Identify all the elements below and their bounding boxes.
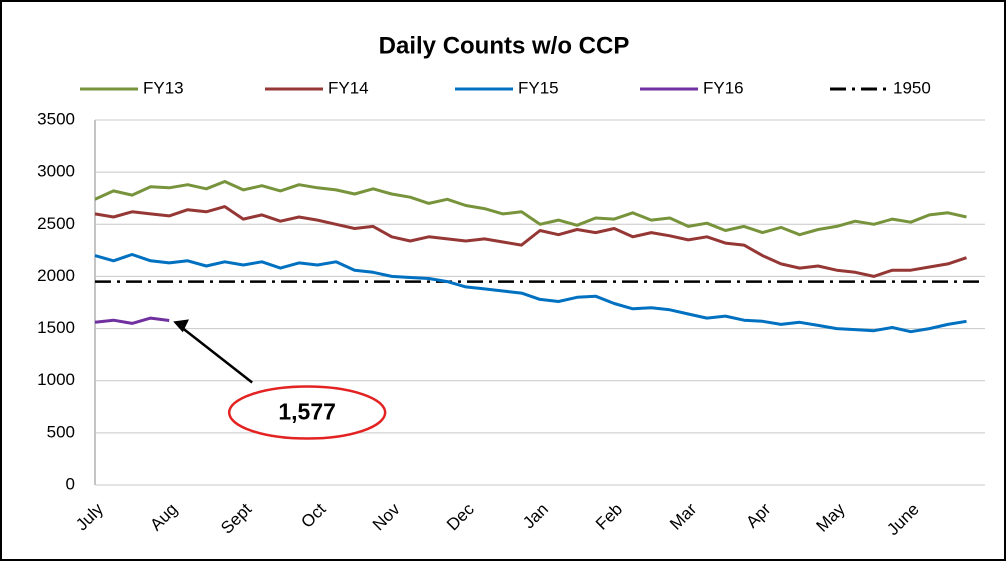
y-tick-label: 1500 [37, 318, 75, 337]
y-tick-label: 0 [66, 474, 75, 493]
series-line [94, 205, 967, 278]
y-tick-label: 3500 [37, 109, 75, 128]
data-label: 1,577 [278, 399, 336, 425]
y-tick-label: 3000 [37, 162, 75, 181]
series-line [94, 253, 967, 334]
y-tick-label: 500 [47, 422, 75, 441]
annotation-ellipse [227, 385, 387, 440]
y-tick-label: 2000 [37, 266, 75, 285]
annotation-arrowhead [173, 319, 190, 333]
y-tick-label: 2500 [37, 214, 75, 233]
legend-label: FY15 [518, 78, 559, 97]
legend-label: FY14 [328, 78, 369, 97]
chart-title: Daily Counts w/o CCP [379, 32, 630, 59]
legend-label: FY13 [143, 78, 184, 97]
legend-label: 1950 [893, 78, 931, 97]
y-tick-label: 1000 [37, 370, 75, 389]
series-line [94, 180, 967, 237]
legend-label: FY16 [703, 78, 744, 97]
annotation-arrow [178, 324, 253, 384]
series-line [94, 316, 170, 325]
